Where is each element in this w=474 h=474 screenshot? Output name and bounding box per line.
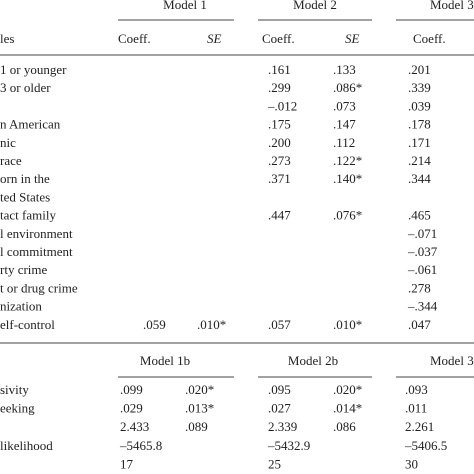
row-label: t or drug crime [0,280,78,295]
cell: .140* [333,171,362,186]
cell: .175 [268,117,291,132]
row-label: nization [0,299,42,314]
row-label: race [0,153,22,168]
cell: .011 [405,401,427,416]
cell: .073 [333,98,356,113]
row-label: likelihood [0,438,53,453]
row-label: rty crime [0,262,48,277]
cell: .086 [333,419,356,434]
column-header: Coeff. [413,31,446,46]
cell: 2.339 [268,419,297,434]
cell: .057 [268,317,291,332]
group-header: Model 1 [163,0,207,12]
cell: .112 [333,135,355,150]
row-label: n American [0,117,61,132]
row-header: les [0,31,14,46]
cell: .010* [333,317,362,332]
cell: .339 [408,80,431,95]
row-label: 1 or younger [0,62,67,77]
group-header: Model 3 [430,0,474,12]
cell: 2.261 [405,419,434,434]
row-label: 3 or older [0,80,51,95]
cell: .344 [408,171,431,186]
cell: .200 [268,135,291,150]
cell: 25 [268,456,281,471]
cell: .010* [197,317,226,332]
cell: .039 [408,98,431,113]
cell: .020* [185,382,214,397]
column-header: Coeff. [118,31,151,46]
row-label: elf-control [0,317,55,332]
cell: –.037 [407,244,438,259]
cell: .095 [268,382,291,397]
cell: .013* [185,401,214,416]
cell: .273 [268,153,291,168]
cell: .161 [268,62,291,77]
cell: 30 [405,456,418,471]
cell: .465 [408,208,431,223]
cell: .147 [333,117,356,132]
cell: .047 [408,317,431,332]
cell: .447 [268,208,291,223]
cell: .122* [333,153,362,168]
group-header: Model 1b [140,353,190,368]
row-label: nic [0,135,16,150]
cell: .371 [268,171,291,186]
column-header: Coeff. [262,31,295,46]
cell: .214 [408,153,431,168]
cell: .076* [333,208,362,223]
cell: .201 [408,62,431,77]
cell: –.344 [407,299,438,314]
group-header: Model 2b [288,353,338,368]
cell: 2.433 [120,419,149,434]
row-label: ted States [0,189,50,204]
cell: –.012 [267,98,297,113]
cell: –.071 [407,226,437,241]
cell: .059 [143,317,166,332]
cell: .027 [268,401,291,416]
row-label: l commitment [0,244,73,259]
group-header: Model 3 [430,353,474,368]
cell: .178 [408,117,431,132]
cell: .014* [333,401,362,416]
row-label: l environment [0,226,73,241]
column-header: SE [345,31,360,46]
cell: .171 [408,135,431,150]
cell: .020* [333,382,362,397]
row-label: orn in the [0,171,50,186]
cell: .089 [185,419,208,434]
cell: –5432.9 [267,438,310,453]
cell: .278 [408,280,431,295]
row-label: tact family [0,208,56,223]
cell: .086* [333,80,362,95]
cell: .093 [405,382,428,397]
group-header: Model 2 [293,0,337,12]
cell: .099 [120,382,143,397]
cell: –.061 [407,262,437,277]
cell: .029 [120,401,143,416]
cell: 17 [120,456,134,471]
cell: .133 [333,62,356,77]
row-label: sivity [0,382,29,397]
cell: .299 [268,80,291,95]
column-header: SE [207,31,222,46]
cell: –5406.5 [404,438,447,453]
cell: –5465.8 [119,438,162,453]
row-label: eeking [0,401,35,416]
